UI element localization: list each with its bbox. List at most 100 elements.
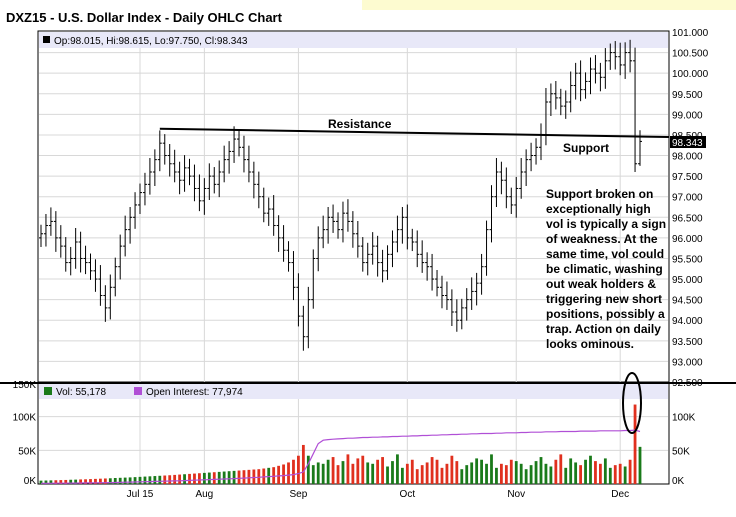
ohlc-bar xyxy=(529,142,534,172)
volume-bar xyxy=(178,474,182,484)
volume-bar xyxy=(94,478,97,484)
volume-bar xyxy=(316,462,320,484)
volume-bar xyxy=(430,457,434,484)
support-label: Support xyxy=(563,141,609,155)
volume-bar xyxy=(415,469,419,484)
ohlc-bar xyxy=(593,55,598,84)
volume-bar xyxy=(44,480,48,484)
volume-bar xyxy=(475,458,479,484)
volume-bar xyxy=(633,404,637,484)
ohlc-bar xyxy=(68,246,73,276)
ohlc-bar xyxy=(133,192,138,229)
volume-bar xyxy=(108,478,112,484)
volume-bar xyxy=(435,459,439,484)
volume-bar xyxy=(460,469,464,484)
volume-bar xyxy=(138,476,142,484)
ohlc-bar xyxy=(603,48,608,89)
ohlc-bar xyxy=(63,237,68,272)
ohlc-bar xyxy=(336,212,341,239)
ohlc-bar xyxy=(128,207,133,244)
ohlc-bar xyxy=(301,305,306,351)
ohlc-bar xyxy=(548,83,553,116)
volume-bar xyxy=(400,467,404,484)
volume-bar xyxy=(470,462,474,484)
volume-bar xyxy=(524,469,528,484)
volume-bar xyxy=(212,472,216,484)
ohlc-bar xyxy=(281,225,286,262)
ohlc-bar xyxy=(98,265,103,306)
ohlc-bar xyxy=(583,72,588,99)
ohlc-bar xyxy=(499,161,504,195)
ohlc-bar xyxy=(430,253,435,291)
price-tick-label: 96.000 xyxy=(672,234,703,245)
ohlc-bar xyxy=(484,220,489,276)
ohlc-bar xyxy=(365,242,370,276)
ohlc-bar xyxy=(39,224,43,247)
annotation-line: trap. Action on daily xyxy=(546,322,661,336)
price-grid xyxy=(39,48,668,382)
annotation-line: out weak holders & xyxy=(546,277,656,291)
price-tick-label: 97.000 xyxy=(672,193,703,204)
volume-bar xyxy=(366,462,370,484)
ohlc-bar xyxy=(345,199,350,232)
volume-bar xyxy=(64,479,68,484)
volume-bar xyxy=(356,458,360,484)
price-panel xyxy=(37,30,670,383)
volume-bar xyxy=(346,454,350,484)
chart-title: DXZ15 - U.S. Dollar Index - Daily OHLC C… xyxy=(6,10,283,25)
volume-bar xyxy=(549,466,553,484)
volume-bar xyxy=(391,461,394,484)
volume-bar xyxy=(396,454,399,484)
volume-bar xyxy=(306,455,310,484)
ohlc-bar xyxy=(633,47,638,172)
volume-bar xyxy=(113,478,117,484)
ohlc-bar xyxy=(449,289,454,326)
ohlc-bar xyxy=(118,234,123,280)
ohlc-bar xyxy=(113,257,118,297)
volume-bar xyxy=(158,475,162,484)
volume-bar xyxy=(143,476,147,484)
volume-bar xyxy=(445,463,449,484)
ohlc-bars xyxy=(39,39,642,351)
volume-bar xyxy=(381,457,384,484)
volume-bar xyxy=(534,461,538,484)
ohlc-bar xyxy=(524,149,529,186)
x-tick-label: Oct xyxy=(400,489,416,500)
volume-bar xyxy=(128,477,132,484)
x-tick-label: Aug xyxy=(195,489,213,500)
annotation-line: triggering new short xyxy=(546,292,662,306)
volume-bar xyxy=(54,480,58,484)
annotation-line: looks ominous. xyxy=(546,337,634,351)
volume-bar xyxy=(237,470,241,484)
ohlc-bar xyxy=(207,163,212,200)
volume-bar xyxy=(613,465,617,484)
ohlc-bar xyxy=(350,211,355,248)
ohlc-bar xyxy=(474,272,479,306)
volume-bar xyxy=(193,473,196,484)
ohlc-bar xyxy=(138,183,143,214)
volume-bar xyxy=(336,465,340,484)
ohlc-bar xyxy=(385,245,390,280)
resistance-line xyxy=(159,127,670,138)
volume-bar xyxy=(361,455,365,484)
ohlc-bar xyxy=(410,228,415,252)
volume-left-tick-label: 100K xyxy=(13,413,37,424)
ohlc-bar xyxy=(563,90,568,119)
volume-bar xyxy=(529,465,533,484)
volume-bar xyxy=(495,467,498,484)
volume-bar xyxy=(490,454,493,484)
ohlc-bar xyxy=(608,43,613,70)
annotation-line: Support broken on xyxy=(546,187,653,201)
price-tick-label: 100.500 xyxy=(672,49,709,60)
price-tick-label: 95.500 xyxy=(672,254,703,265)
ohlc-bar xyxy=(613,41,618,70)
ohlc-bar xyxy=(489,185,494,243)
ohlc-bar xyxy=(479,253,484,295)
ohlc-bar xyxy=(395,215,400,253)
ohlc-bar xyxy=(162,134,167,165)
ohlc-bar xyxy=(573,62,578,100)
volume-bar xyxy=(202,472,206,484)
volume-bar xyxy=(311,465,315,484)
ohlc-bar xyxy=(73,228,78,269)
